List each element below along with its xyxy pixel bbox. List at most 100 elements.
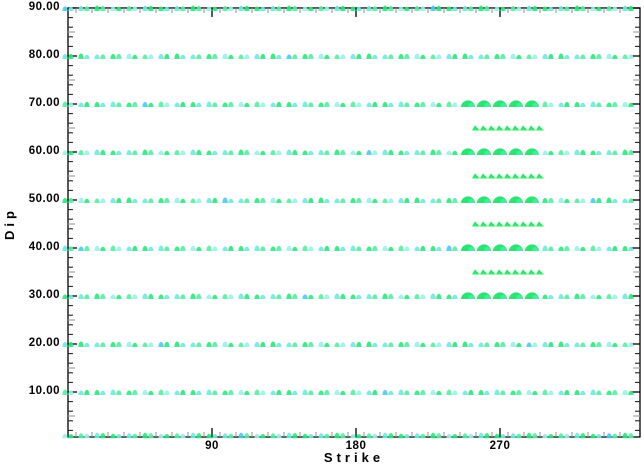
mechanism-glyph-lobe <box>238 54 244 59</box>
mechanism-glyph-lobe <box>558 5 564 11</box>
mechanism-glyph-lobe <box>484 102 491 107</box>
mechanism-glyph-lobe <box>622 101 628 107</box>
mechanism-glyph-lobe <box>276 294 282 299</box>
mechanism-glyph-lobe <box>78 5 84 11</box>
mechanism-glyph-lobe <box>366 53 372 59</box>
mechanism-glyph-lobe <box>468 198 475 203</box>
mechanism-glyph-lobe <box>398 389 404 395</box>
mechanism-glyph-lobe <box>222 390 228 395</box>
mechanism-glyph-lobe <box>228 101 234 107</box>
mechanism-glyph-lobe <box>132 198 138 203</box>
mechanism-glyph-lobe <box>94 149 100 155</box>
mechanism-glyph-lobe <box>356 434 362 439</box>
mechanism-glyph-lobe <box>132 6 138 11</box>
mechanism-glyph-lobe <box>292 293 298 299</box>
mechanism-glyph-lobe <box>302 101 308 107</box>
triangle-glyph <box>504 221 512 227</box>
mechanism-glyph-lobe <box>452 246 458 251</box>
mechanism-glyph-lobe <box>148 54 154 59</box>
mechanism-glyph-lobe <box>116 53 122 59</box>
mechanism-glyph-lobe <box>228 294 234 299</box>
mechanism-glyph-lobe <box>590 341 596 347</box>
mechanism-glyph-lobe <box>110 245 116 251</box>
mechanism-glyph-lobe <box>196 102 202 107</box>
mechanism-glyph-lobe <box>462 341 468 347</box>
mechanism-glyph-lobe <box>180 6 186 11</box>
mechanism-glyph-lobe <box>110 150 116 155</box>
mechanism-glyph-lobe <box>580 246 586 251</box>
mechanism-glyph-lobe <box>430 101 436 107</box>
mechanism-glyph-lobe <box>340 5 346 11</box>
triangle-glyph <box>488 173 496 179</box>
mechanism-glyph-lobe <box>180 389 186 395</box>
mechanism-glyph-lobe <box>350 53 356 59</box>
mechanism-glyph-lobe <box>596 246 602 251</box>
mechanism-glyph-lobe <box>286 101 292 107</box>
mechanism-glyph-lobe <box>196 293 202 299</box>
mechanism-glyph-lobe <box>516 6 522 11</box>
mechanism-glyph-lobe <box>270 246 276 251</box>
triangle-glyph <box>536 221 544 227</box>
mechanism-glyph-lobe <box>494 389 500 395</box>
mechanism-glyph-lobe <box>350 101 356 107</box>
mechanism-glyph-lobe <box>388 102 394 107</box>
mechanism-glyph-lobe <box>564 245 570 251</box>
mechanism-glyph-lobe <box>542 294 548 299</box>
mechanism-glyph-lobe <box>430 54 436 59</box>
triangle-glyph <box>512 125 520 131</box>
mechanism-glyph-lobe <box>404 102 410 107</box>
mechanism-glyph-lobe <box>110 53 116 59</box>
mechanism-glyph-lobe <box>68 434 74 439</box>
mechanism-glyph-lobe <box>478 54 484 59</box>
mechanism-glyph-lobe <box>404 294 410 299</box>
mechanism-glyph-lobe <box>318 390 324 395</box>
mechanism-glyph-lobe <box>532 246 539 251</box>
mechanism-glyph-lobe <box>132 433 138 439</box>
mechanism-glyph-lobe <box>318 53 324 59</box>
mechanism-glyph-lobe <box>340 54 346 59</box>
y-tick-label: 50.00 <box>28 193 60 205</box>
mechanism-glyph-lobe <box>94 432 100 439</box>
mechanism-glyph-lobe <box>94 389 100 395</box>
mechanism-glyph-lobe <box>228 150 234 155</box>
mechanism-glyph-lobe <box>468 150 475 155</box>
mechanism-glyph-lobe <box>356 390 362 395</box>
mechanism-glyph-lobe <box>164 150 170 155</box>
mechanism-glyph-lobe <box>270 293 276 299</box>
mechanism-glyph-lobe <box>196 433 202 439</box>
mechanism-glyph-lobe <box>404 434 410 439</box>
mechanism-glyph-lobe <box>564 150 570 155</box>
mechanism-glyph-lobe <box>222 149 228 155</box>
mechanism-glyph-lobe <box>340 246 346 251</box>
mechanism-glyph-lobe <box>78 149 84 155</box>
mechanism-glyph-lobe <box>510 433 516 439</box>
mechanism-glyph-lobe <box>260 390 266 395</box>
mechanism-glyph-lobe <box>260 246 266 251</box>
mechanism-glyph-lobe <box>590 197 596 203</box>
mechanism-glyph-lobe <box>158 150 164 155</box>
mechanism-glyph-lobe <box>110 101 116 107</box>
mechanism-glyph-lobe <box>356 341 362 347</box>
mechanism-glyph-lobe <box>446 294 452 299</box>
mechanism-glyph-lobe <box>414 149 420 155</box>
x-axis-title: Strike <box>323 450 385 465</box>
mechanism-glyph-lobe <box>292 149 298 155</box>
mechanism-glyph-lobe <box>574 149 580 155</box>
mechanism-glyph-lobe <box>68 246 74 251</box>
mechanism-glyph-lobe <box>254 150 260 155</box>
mechanism-glyph-lobe <box>276 433 282 439</box>
mechanism-glyph-lobe <box>238 389 244 395</box>
mechanism-glyph-lobe <box>606 433 612 439</box>
triangle-glyph <box>504 269 512 275</box>
mechanism-glyph-lobe <box>350 341 356 347</box>
mechanism-glyph-lobe <box>452 197 458 203</box>
mechanism-glyph-lobe <box>372 150 378 155</box>
mechanism-glyph-lobe <box>174 149 180 155</box>
mechanism-glyph-lobe <box>590 294 596 299</box>
mechanism-glyph-lobe <box>462 433 468 439</box>
mechanism-glyph-lobe <box>110 389 116 395</box>
mechanism-glyph-lobe <box>212 390 218 395</box>
mechanism-glyph-lobe <box>254 389 260 395</box>
mechanism-glyph-lobe <box>340 198 346 203</box>
mechanism-glyph-lobe <box>468 342 474 347</box>
